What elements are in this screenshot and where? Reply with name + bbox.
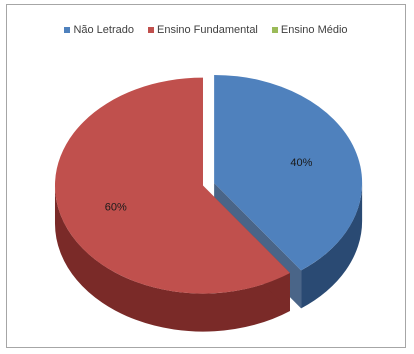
pie-chart: 40% 60%	[54, 74, 363, 332]
pie-slice-nao-letrado	[214, 74, 363, 271]
data-label-ensino-fundamental: 60%	[105, 201, 127, 213]
legend-item-nao-letrado: Não Letrado	[64, 24, 134, 36]
legend-label-ensino-fundamental: Ensino Fundamental	[156, 24, 258, 36]
legend-item-ensino-medio: Ensino Médio	[271, 24, 348, 36]
legend-swatch-nao-letrado	[64, 27, 71, 33]
legend-label-nao-letrado: Não Letrado	[73, 24, 134, 36]
chart-frame: Não Letrado Ensino Fundamental Ensino Mé…	[6, 4, 406, 348]
legend-swatch-ensino-medio	[271, 27, 278, 33]
legend-swatch-ensino-fundamental	[147, 27, 154, 33]
data-label-nao-letrado: 40%	[290, 157, 312, 169]
chart-legend: Não Letrado Ensino Fundamental Ensino Mé…	[7, 22, 405, 38]
legend-item-ensino-fundamental: Ensino Fundamental	[147, 24, 258, 36]
legend-label-ensino-medio: Ensino Médio	[280, 24, 348, 36]
pie-slice-ensino-fundamental	[54, 77, 290, 294]
